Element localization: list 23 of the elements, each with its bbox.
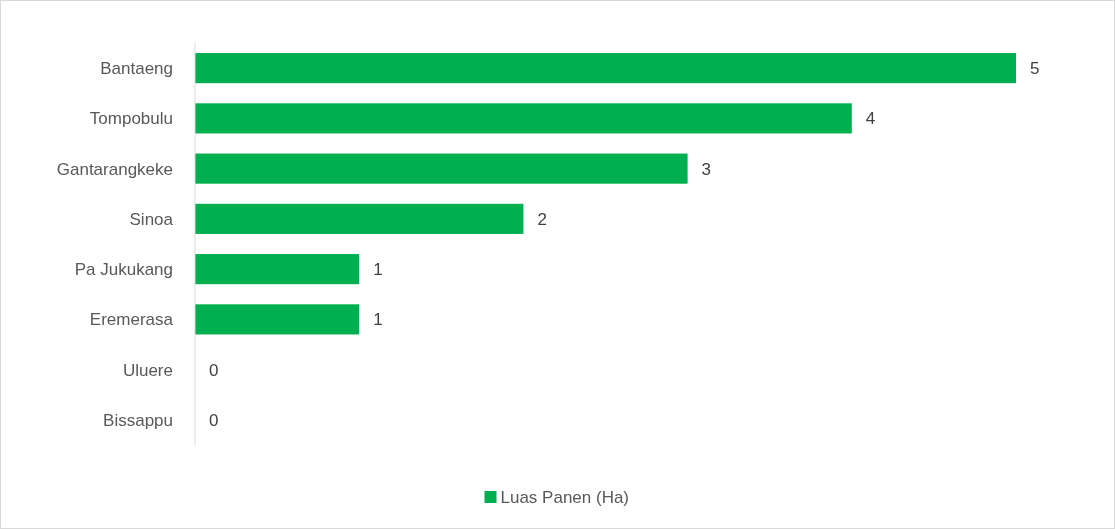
data-label: 3 xyxy=(701,159,712,179)
data-label: 1 xyxy=(373,310,383,330)
bar xyxy=(195,254,360,285)
y-tick-label: Eremerasa xyxy=(89,310,174,330)
data-label: 0 xyxy=(209,360,219,380)
y-tick-label: Tompobulu xyxy=(89,109,173,129)
bar xyxy=(195,53,1016,84)
bar xyxy=(195,153,688,184)
bar xyxy=(195,103,852,134)
y-tick-label: Bantaeng xyxy=(100,59,173,79)
y-tick-label: Pa Jukukang xyxy=(74,260,173,280)
data-label: 5 xyxy=(1030,59,1040,79)
data-label: 1 xyxy=(373,260,383,280)
legend-label: Luas Panen (Ha) xyxy=(500,487,630,507)
y-tick-label: Bissappu xyxy=(103,410,173,430)
y-tick-label: Uluere xyxy=(122,360,173,380)
bar xyxy=(195,203,524,234)
y-tick-label: Sinoa xyxy=(129,209,174,229)
data-label: 0 xyxy=(209,410,219,430)
data-label: 2 xyxy=(537,209,547,229)
data-label: 4 xyxy=(865,109,876,129)
y-tick-label: Gantarangkeke xyxy=(56,159,173,179)
bar xyxy=(195,304,360,335)
